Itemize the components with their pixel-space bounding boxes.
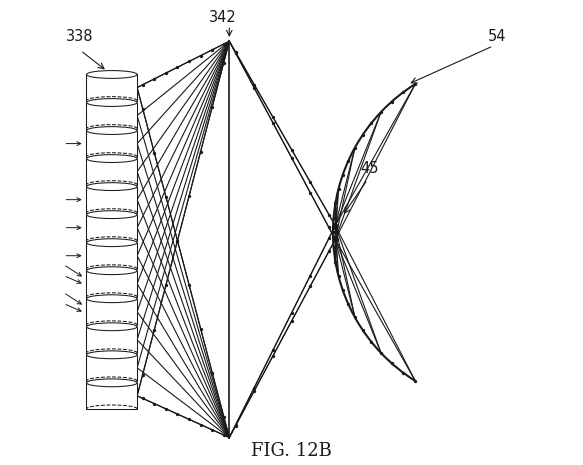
Ellipse shape [86,323,137,331]
Bar [86,215,137,241]
Text: FIG. 12B: FIG. 12B [251,442,332,460]
Ellipse shape [86,71,137,79]
Bar [86,131,137,157]
Ellipse shape [86,183,137,191]
Bar [86,74,137,100]
Ellipse shape [86,99,137,106]
Bar [86,102,137,129]
Bar [86,186,137,213]
Bar [86,299,137,325]
Ellipse shape [86,267,137,275]
Bar [86,159,137,185]
Bar [86,271,137,297]
Ellipse shape [86,211,137,219]
Bar [86,383,137,409]
Ellipse shape [86,239,137,246]
Text: 342: 342 [209,10,236,25]
Ellipse shape [86,126,137,134]
Bar [86,243,137,269]
Ellipse shape [86,351,137,359]
Ellipse shape [86,379,137,387]
Bar [86,355,137,381]
Text: 45: 45 [361,160,379,176]
Bar [86,327,137,353]
Ellipse shape [86,155,137,162]
Text: 54: 54 [487,29,506,44]
Ellipse shape [86,295,137,303]
Text: 338: 338 [66,29,93,44]
